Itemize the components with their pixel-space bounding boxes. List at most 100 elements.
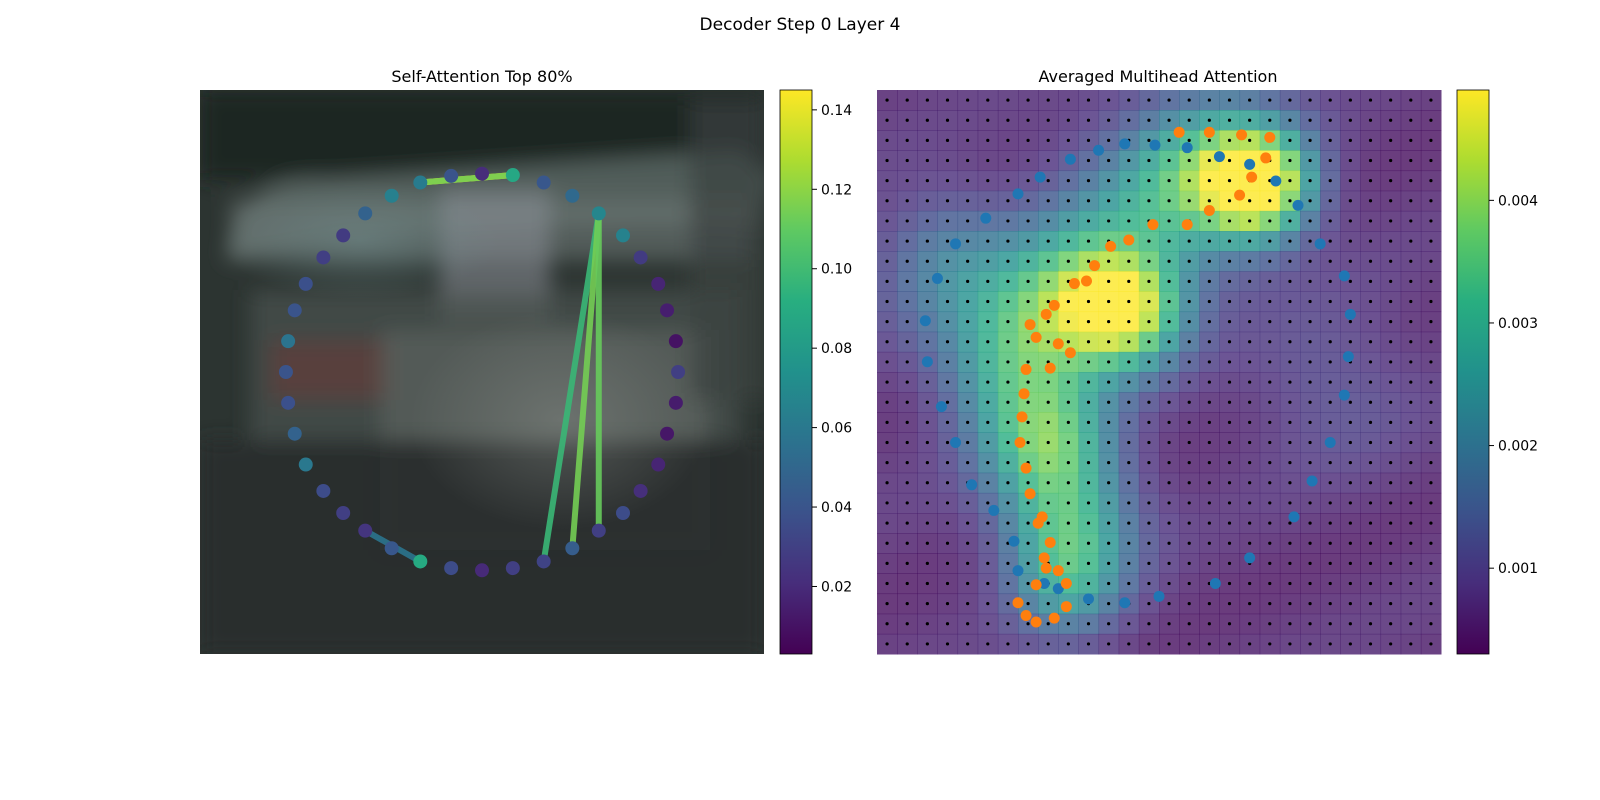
- grid-dot: [1268, 299, 1272, 304]
- grid-dot: [1167, 138, 1171, 142]
- grid-dot: [1409, 420, 1413, 424]
- grid-dot: [1046, 118, 1050, 122]
- grid-dot: [1046, 179, 1050, 183]
- grid-dot: [925, 279, 929, 283]
- grid-dot: [1368, 138, 1373, 142]
- grid-dot: [1227, 400, 1232, 404]
- grid-dot: [1227, 279, 1232, 283]
- grid-dot: [1187, 420, 1191, 424]
- grid-dot: [1187, 239, 1191, 243]
- grid-dot: [1368, 440, 1373, 445]
- blue-point: [1213, 151, 1225, 163]
- grid-dot: [1006, 420, 1010, 424]
- grid-dot: [1227, 118, 1232, 122]
- grid-dot: [1127, 219, 1131, 223]
- grid-dot: [1248, 279, 1252, 283]
- grid-dot: [1227, 561, 1232, 565]
- grid-dot: [1248, 440, 1252, 445]
- grid-dot: [1187, 561, 1191, 565]
- grid-dot: [1107, 461, 1111, 465]
- grid-dot: [1409, 199, 1413, 203]
- blue-point: [950, 238, 962, 250]
- orange-point: [1246, 171, 1258, 183]
- grid-dot: [1368, 239, 1373, 243]
- grid-dot: [1167, 642, 1171, 646]
- grid-dot: [966, 581, 970, 586]
- grid-dot: [1147, 199, 1151, 203]
- grid-dot: [1429, 259, 1433, 263]
- grid-dot: [1187, 481, 1191, 485]
- orange-point: [1060, 578, 1072, 589]
- grid-dot: [1429, 279, 1433, 283]
- grid-dot: [1409, 380, 1413, 384]
- grid-dot: [1026, 279, 1030, 283]
- grid-dot: [1127, 642, 1131, 646]
- grid-dot: [986, 420, 990, 424]
- grid-dot: [1046, 642, 1050, 646]
- grid-dot: [1389, 581, 1393, 586]
- orange-point: [1052, 338, 1064, 350]
- grid-dot: [1328, 279, 1332, 283]
- grid-dot: [1429, 158, 1433, 163]
- grid-dot: [905, 259, 909, 263]
- grid-dot: [1167, 118, 1171, 122]
- blue-point: [1064, 153, 1076, 165]
- grid-dot: [1348, 239, 1352, 243]
- grid-dot: [1086, 360, 1091, 364]
- grid-dot: [1268, 440, 1272, 445]
- grid-dot: [1389, 440, 1393, 445]
- grid-dot: [1227, 581, 1232, 586]
- grid-dot: [1006, 138, 1010, 142]
- grid-dot: [1429, 622, 1433, 626]
- grid-dot: [1066, 219, 1070, 223]
- grid-dot: [1389, 138, 1393, 142]
- grid-dot: [986, 440, 990, 445]
- grid-dot: [1288, 279, 1292, 283]
- grid-dot: [905, 320, 909, 324]
- grid-dot: [1086, 259, 1091, 263]
- grid-dot: [1107, 98, 1111, 102]
- grid-dot: [925, 158, 929, 163]
- grid-dot: [966, 541, 970, 545]
- grid-dot: [1167, 279, 1171, 283]
- grid-dot: [1429, 521, 1433, 525]
- grid-dot: [1389, 239, 1393, 243]
- attention-node: [660, 303, 675, 318]
- blue-point: [1093, 144, 1105, 156]
- grid-dot: [1268, 581, 1272, 586]
- attention-node: [536, 554, 551, 569]
- grid-dot: [1227, 642, 1232, 646]
- grid-dot: [925, 199, 929, 203]
- grid-dot: [925, 380, 929, 384]
- grid-dot: [905, 179, 909, 183]
- grid-dot: [1207, 299, 1211, 304]
- attention-node: [278, 365, 293, 379]
- attention-node: [616, 506, 630, 520]
- grid-dot: [885, 622, 889, 626]
- grid-dot: [925, 581, 929, 586]
- grid-dot: [1248, 541, 1252, 545]
- grid-dot: [1288, 561, 1292, 565]
- grid-dot: [1308, 602, 1312, 606]
- grid-dot: [966, 561, 970, 565]
- grid-dot: [986, 299, 990, 304]
- grid-dot: [1147, 602, 1151, 606]
- right-panel-title: Averaged Multihead Attention: [1039, 67, 1278, 86]
- grid-dot: [1107, 420, 1111, 424]
- grid-dot: [1409, 138, 1413, 142]
- orange-point: [1040, 562, 1052, 574]
- grid-dot: [925, 642, 929, 646]
- grid-dot: [1187, 400, 1191, 404]
- grid-dot: [1006, 642, 1010, 646]
- grid-dot: [925, 541, 929, 545]
- grid-dot: [885, 199, 889, 203]
- grid-dot: [966, 400, 970, 404]
- grid-dot: [1348, 118, 1352, 122]
- grid-dot: [1147, 98, 1151, 102]
- grid-dot: [1308, 400, 1312, 404]
- grid-dot: [1308, 279, 1312, 283]
- grid-dot: [966, 279, 970, 283]
- grid-dot: [966, 138, 970, 142]
- orange-point: [1068, 278, 1080, 290]
- grid-dot: [1207, 440, 1211, 445]
